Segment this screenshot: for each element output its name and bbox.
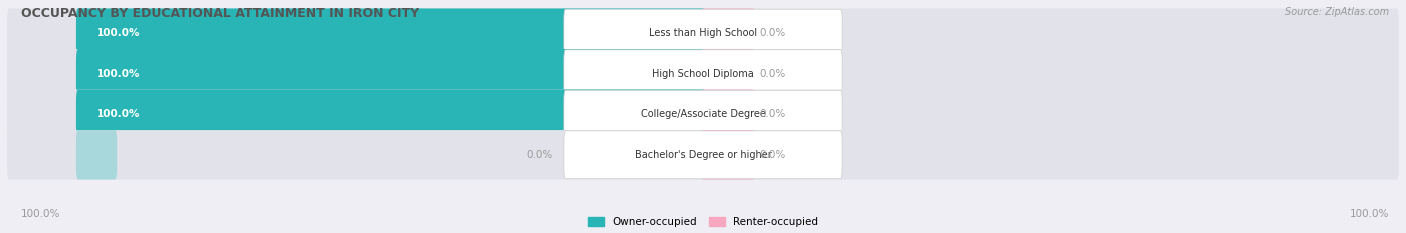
Text: 100.0%: 100.0% (1350, 209, 1389, 219)
FancyBboxPatch shape (76, 8, 704, 58)
FancyBboxPatch shape (7, 130, 1399, 179)
FancyBboxPatch shape (7, 49, 1399, 99)
FancyBboxPatch shape (76, 89, 704, 139)
FancyBboxPatch shape (564, 90, 842, 138)
Text: 100.0%: 100.0% (97, 28, 141, 38)
Legend: Owner-occupied, Renter-occupied: Owner-occupied, Renter-occupied (583, 212, 823, 231)
FancyBboxPatch shape (564, 50, 842, 98)
Text: 0.0%: 0.0% (527, 150, 553, 160)
Text: 0.0%: 0.0% (759, 69, 786, 79)
Text: Less than High School: Less than High School (650, 28, 756, 38)
FancyBboxPatch shape (564, 9, 842, 57)
Text: High School Diploma: High School Diploma (652, 69, 754, 79)
FancyBboxPatch shape (76, 130, 117, 179)
FancyBboxPatch shape (702, 49, 755, 99)
FancyBboxPatch shape (7, 8, 1399, 58)
Text: 0.0%: 0.0% (759, 150, 786, 160)
Text: 0.0%: 0.0% (759, 28, 786, 38)
Text: 100.0%: 100.0% (97, 69, 141, 79)
FancyBboxPatch shape (702, 89, 755, 139)
Text: Source: ZipAtlas.com: Source: ZipAtlas.com (1285, 7, 1389, 17)
FancyBboxPatch shape (76, 49, 704, 99)
FancyBboxPatch shape (702, 130, 755, 179)
Text: OCCUPANCY BY EDUCATIONAL ATTAINMENT IN IRON CITY: OCCUPANCY BY EDUCATIONAL ATTAINMENT IN I… (21, 7, 419, 20)
Text: Bachelor's Degree or higher: Bachelor's Degree or higher (634, 150, 772, 160)
Text: 100.0%: 100.0% (97, 109, 141, 119)
FancyBboxPatch shape (7, 89, 1399, 139)
Text: 0.0%: 0.0% (759, 109, 786, 119)
Text: College/Associate Degree: College/Associate Degree (641, 109, 765, 119)
FancyBboxPatch shape (564, 131, 842, 179)
FancyBboxPatch shape (702, 8, 755, 58)
Text: 100.0%: 100.0% (21, 209, 60, 219)
